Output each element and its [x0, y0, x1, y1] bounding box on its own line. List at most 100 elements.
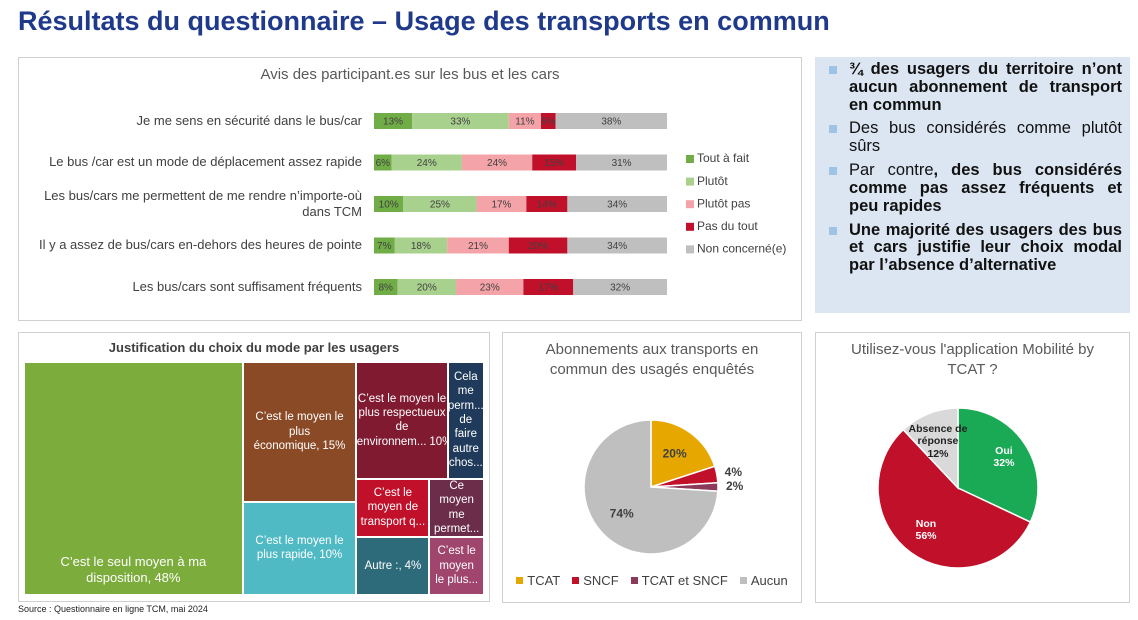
legend-label: Aucun [750, 573, 788, 588]
legend-label: SNCF [583, 573, 619, 588]
slide-title: Résultats du questionnaire – Usage des t… [18, 6, 830, 36]
treemap-category: C’est le moyen de transport q... [360, 487, 426, 528]
value-label: 20% [528, 241, 548, 252]
category-label: Les bus/cars sont suffisament fréquents [132, 278, 362, 294]
value-label: 25% [430, 200, 450, 211]
slice-label: 20% [663, 447, 687, 461]
treemap-label: C’est le moyen le plus rapide, 10% [247, 534, 353, 563]
bullet-item: ¾ des usagers du territoire n’ont aucun … [827, 60, 1122, 114]
treemap-label: Ce moyen me permet... [433, 479, 480, 536]
legend-entry: SNCF [572, 573, 619, 588]
bar-segment [526, 196, 568, 212]
legend-label: Non concerné(e) [697, 242, 786, 256]
value-label: 34% [607, 200, 627, 211]
value-label: 13% [383, 117, 403, 128]
treemap-value: 10% [429, 435, 446, 448]
value-label: 10% [379, 200, 399, 211]
slice-label: 2% [726, 479, 744, 493]
treemap-category: Autre :, [364, 559, 402, 572]
value-label: 24% [487, 158, 507, 169]
treemap-category: C’est le seul moyen à ma disposition, [60, 553, 207, 585]
legend-marker [686, 222, 694, 231]
value-label: 34% [607, 241, 627, 252]
category-label: Je me sens en sécurité dans le bus/car [136, 112, 362, 128]
value-label: 15% [544, 158, 564, 169]
slice-label: Oui 32% [968, 445, 1040, 469]
bullet-text: Des bus considérés comme plutôt sûrs [849, 119, 1122, 156]
legend-label: Tout à fait [697, 151, 750, 165]
bullet-item: Une majorité des usagers des bus et cars… [827, 220, 1122, 275]
treemap-category: Cela me perm... de faire autre chos... [447, 370, 484, 470]
legend-label: Pas du tout [697, 219, 758, 233]
legend-entry: TCAT [516, 573, 560, 588]
value-label: 17% [491, 200, 511, 211]
source-note: Source : Questionnaire en ligne TCM, mai… [18, 604, 208, 614]
value-label: 7% [377, 241, 392, 252]
category-label: Il y a assez de bus/cars en-dehors des h… [38, 237, 362, 253]
bar-segment [403, 196, 477, 212]
bar-segment [541, 113, 556, 129]
legend-entry: Aucun [739, 573, 788, 588]
legend-label: TCAT et SNCF [641, 573, 728, 588]
treemap-cell: C’est le moyen le plus respectueux de l’… [356, 362, 448, 479]
bar-segment [523, 279, 574, 295]
value-label: 14% [537, 200, 557, 211]
treemap-cell: C’est le moyen de transport q... [356, 478, 430, 537]
treemap-value: 10% [319, 549, 343, 562]
bar-segment [508, 237, 568, 254]
legend-marker [686, 177, 694, 186]
legend-marker [630, 577, 638, 584]
treemap-value: 4% [404, 559, 422, 572]
treemap-category: Ce moyen me permet... [433, 479, 480, 535]
pie-slice [650, 419, 716, 489]
value-label: 18% [411, 241, 431, 252]
treemap-cell: Cela me perm... de faire autre chos... [447, 362, 484, 479]
bar-segment [573, 279, 667, 295]
legend-marker [686, 200, 694, 209]
bullet-text: Une majorité des usagers des bus et cars… [849, 220, 1122, 275]
slice-label: 4% [725, 465, 743, 479]
bar-segment [374, 237, 395, 254]
legend-marker [739, 577, 747, 584]
bullet-text: Par contre [849, 161, 934, 180]
value-label: 6% [376, 158, 391, 169]
treemap-value: 15% [322, 440, 346, 453]
treemap-cell: Autre :, 4% [356, 536, 430, 595]
legend-marker [686, 155, 694, 163]
legend-marker [516, 577, 524, 584]
treemap-category: C’est le moyen le plus respectueux de l’… [356, 392, 447, 448]
legend: TCAT SNCF TCAT et SNCF Aucun [502, 573, 802, 588]
chart-title: Avis des participant.es sur les bus et l… [260, 66, 560, 83]
bar-segment [374, 196, 404, 212]
slice-name: Non [915, 518, 937, 530]
slice-name: Absence de réponse [908, 423, 968, 448]
bullet-item: Par contre, des bus considérés comme pas… [827, 161, 1122, 215]
chart-title: Abonnements aux transports en commun des… [545, 341, 759, 378]
bar-segment [555, 113, 667, 129]
slice-value: 56% [915, 530, 937, 543]
legend-marker [686, 245, 694, 254]
slice-label: Absence de réponse 12% [902, 423, 974, 459]
bar-segment [567, 196, 667, 212]
value-label: 24% [417, 158, 437, 169]
treemap-label: C’est le moyen le plus respectueux de l’… [356, 392, 447, 450]
bar-segment [394, 237, 448, 254]
treemap-label: Autre :, 4% [365, 559, 422, 573]
slice-value: 12% [927, 447, 949, 460]
bar-segment [412, 113, 509, 129]
treemap-label: C’est le seul moyen à ma disposition, 48% [28, 554, 239, 587]
bar-panel [18, 57, 802, 321]
slice-label: 74% [610, 507, 634, 521]
chart-title: Utilisez-vous l'application Mobilité by … [851, 341, 1094, 378]
legend-label: Plutôt [697, 174, 728, 188]
bar-segment [567, 237, 667, 254]
slice-value: 32% [993, 456, 1015, 469]
pie-slice [902, 407, 959, 490]
value-label: 8% [378, 283, 393, 294]
treemap-cell: Ce moyen me permet... [429, 478, 484, 537]
value-label: 5% [541, 117, 556, 128]
treemap-cell: C’est le moyen le plus rapide, 10% [242, 501, 357, 595]
bar-segment [447, 237, 509, 254]
